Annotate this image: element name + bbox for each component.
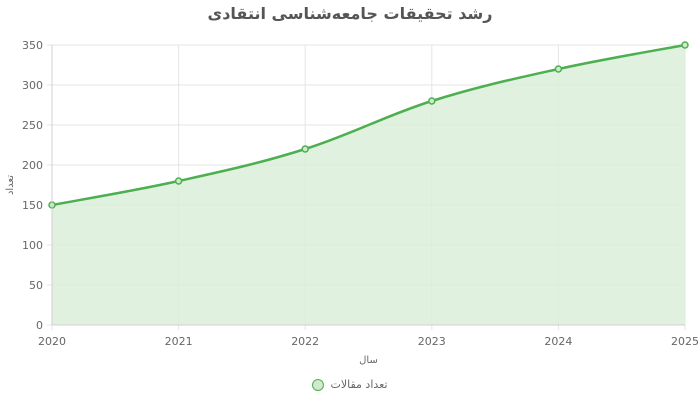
y-tick-label: 100: [22, 239, 43, 252]
x-tick-label: 2022: [291, 335, 319, 348]
data-point: [301, 145, 309, 153]
x-tick-label: 2025: [671, 335, 699, 348]
x-tick-label: 2023: [418, 335, 446, 348]
data-point: [554, 65, 563, 73]
data-point: [174, 177, 183, 185]
chart-title: رشد تحقیقات جامعه‌شناسی انتقادی: [207, 4, 493, 23]
y-tick-label: 50: [29, 279, 43, 292]
y-tick-label: 250: [22, 119, 43, 132]
y-tick-label: 350: [22, 39, 43, 52]
series-line: [51, 43, 686, 207]
legend[interactable]: تعداد مقالات: [0, 378, 700, 391]
y-tick-label: 0: [36, 319, 43, 332]
legend-swatch: [312, 378, 325, 391]
legend-label: تعداد مقالات: [330, 378, 388, 391]
x-tick-label: 2021: [165, 335, 193, 348]
x-tick-label: 2024: [544, 335, 572, 348]
x-axis-title: سال: [359, 355, 378, 366]
y-tick-label: 150: [22, 199, 43, 212]
y-axis-title: تعداد: [5, 175, 16, 195]
series-area: [52, 45, 685, 325]
y-tick-label: 200: [22, 159, 43, 172]
y-tick-label: 300: [22, 79, 43, 92]
data-point: [428, 97, 436, 105]
x-tick-label: 2020: [38, 335, 66, 348]
data-point: [681, 41, 689, 49]
